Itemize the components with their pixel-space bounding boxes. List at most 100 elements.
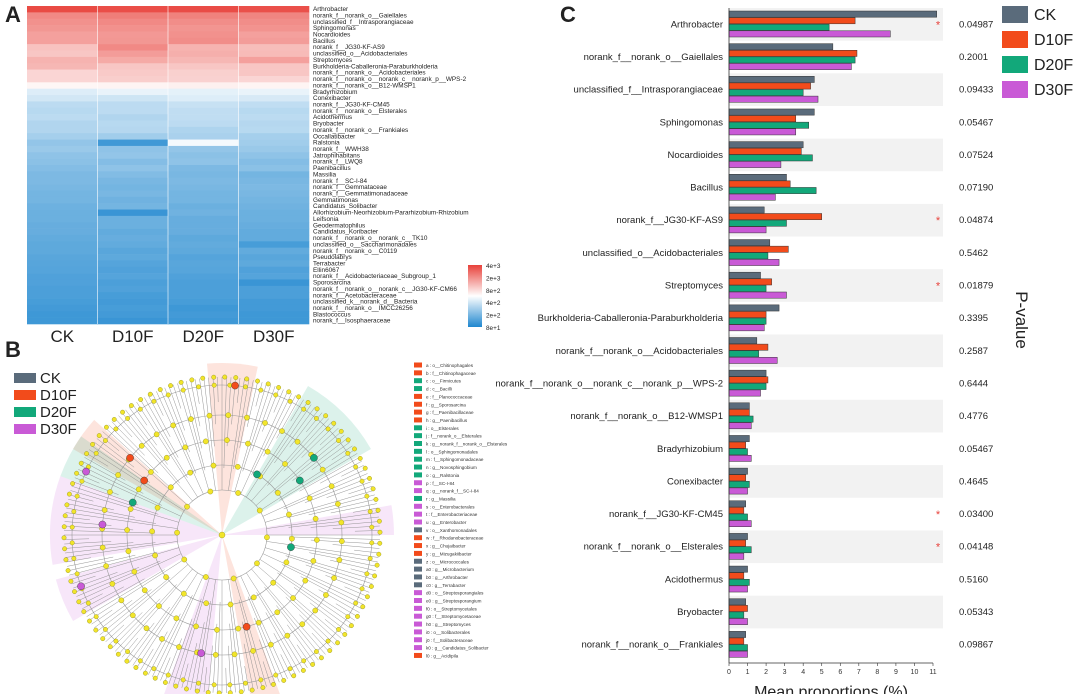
heatmap-cell: [27, 152, 98, 159]
clade-highlight-wedge: [49, 476, 222, 565]
heatmap-cell: [27, 25, 98, 32]
heatmap-row-label: Arthrobacter: [313, 6, 349, 13]
cladogram-node: [377, 529, 383, 535]
heatmap-cell: [97, 139, 169, 147]
clade-label: a0 : g__Microbacterium: [426, 567, 474, 572]
cladogram-node: [138, 397, 144, 402]
cladogram-node: [301, 406, 307, 412]
clade-highlight-wedge: [55, 535, 223, 621]
bar-d20f: [728, 611, 745, 619]
cladogram-branch: [259, 639, 276, 684]
cladogram-branch: [194, 379, 200, 404]
cladogram-node: [373, 497, 379, 502]
cladogram-node: [168, 484, 174, 491]
cladogram-node: [275, 490, 281, 496]
clade-label-swatch: [414, 645, 422, 651]
clade-label-swatch: [414, 558, 422, 564]
heatmap-cell: [97, 133, 169, 140]
x-tick-label: 8: [875, 669, 879, 676]
clade-label: u : g__Enterobacter: [426, 520, 467, 525]
cladogram-node: [173, 683, 179, 689]
clade-label-swatch: [414, 605, 422, 611]
cladogram-node: [76, 599, 82, 605]
cladogram-node: [305, 400, 311, 405]
biomarker-node: [231, 381, 239, 390]
heatmap-cell: [168, 228, 239, 236]
cladogram-branch: [152, 393, 164, 416]
heatmap-cell: [238, 69, 310, 77]
cladogram-node: [325, 638, 331, 644]
cladogram-node: [227, 682, 233, 688]
x-tick-label: 11: [929, 669, 936, 676]
cladogram-branch: [311, 632, 330, 652]
bar-ck: [728, 369, 767, 377]
heatmap-cell: [168, 279, 239, 287]
cladogram-node: [296, 394, 301, 400]
cladogram-branch: [105, 624, 125, 643]
cladogram-node: [72, 589, 77, 595]
clade-label: s : o__Enterobacterales: [426, 504, 475, 509]
cladogram-legend-label: D30F: [40, 421, 77, 438]
cladogram-branch: [247, 596, 284, 681]
heatmap-cell: [97, 304, 169, 312]
cladogram-node: [323, 592, 329, 598]
cladogram-branch: [78, 553, 182, 601]
cladogram-branch: [86, 569, 165, 617]
cladogram-branch: [279, 453, 358, 501]
clade-label-swatch: [414, 417, 422, 423]
cladogram-branch: [265, 547, 374, 580]
heatmap-cell: [27, 260, 98, 268]
cladogram-branch: [254, 617, 280, 683]
cladogram-branch: [226, 377, 232, 447]
cladogram-node: [163, 574, 169, 580]
cladogram-branch: [160, 389, 197, 474]
cladogram-node: [327, 648, 333, 653]
heatmap-row-label: norank_f__WWH38: [313, 146, 369, 153]
heatmap-cell: [168, 63, 239, 70]
cladogram-branch: [332, 544, 380, 549]
heatmap-cell: [97, 12, 169, 20]
cladogram-node: [200, 375, 206, 381]
heatmap-cell: [238, 279, 310, 287]
cladogram-node: [137, 658, 143, 664]
heatmap-cell: [168, 158, 239, 166]
heatmap-row-label: Ellin6067: [313, 267, 340, 274]
bar-d10f: [728, 17, 856, 25]
cladogram-node: [310, 558, 317, 564]
cladogram-branch: [290, 399, 304, 422]
cladogram-node: [250, 594, 257, 601]
bar-d30f: [728, 357, 778, 364]
heatmap-cell: [168, 133, 239, 140]
bar-d30f: [728, 161, 782, 168]
cladogram-branch: [246, 401, 308, 498]
cladogram-root-node: [218, 531, 226, 539]
x-tick-label: 1: [746, 669, 750, 676]
heatmap-cell: [238, 56, 310, 64]
cladogram-node: [376, 518, 382, 524]
cladogram-node: [84, 451, 89, 457]
cladogram-branch: [228, 579, 245, 692]
clade-label-swatch: [414, 378, 422, 384]
cladogram-branch: [203, 378, 215, 469]
cladogram-branch: [181, 382, 206, 471]
cladogram-node: [281, 678, 287, 683]
heatmap-row-label: Pseudolabrys: [313, 254, 352, 261]
cladogram-branch: [69, 551, 158, 576]
cladogram-branch: [263, 395, 296, 457]
heatmap-cell: [238, 37, 310, 45]
bar-d10f: [728, 115, 797, 123]
cladogram-node: [370, 486, 376, 492]
bar-d20f: [728, 154, 813, 162]
heatmap-cell: [168, 120, 239, 128]
bar-category-label: Bacillus: [690, 183, 723, 194]
cladogram-node: [143, 625, 150, 632]
p-value-label: 0.5462: [959, 248, 988, 259]
bar-d10f: [728, 50, 858, 57]
cladogram-branch: [283, 421, 333, 472]
biomarker-node: [98, 520, 107, 529]
heatmap-cell: [168, 254, 239, 261]
heatmap-cell: [238, 234, 310, 242]
cladogram-node: [125, 416, 131, 421]
cladogram-node: [65, 568, 71, 573]
bar-d10f: [728, 311, 767, 318]
